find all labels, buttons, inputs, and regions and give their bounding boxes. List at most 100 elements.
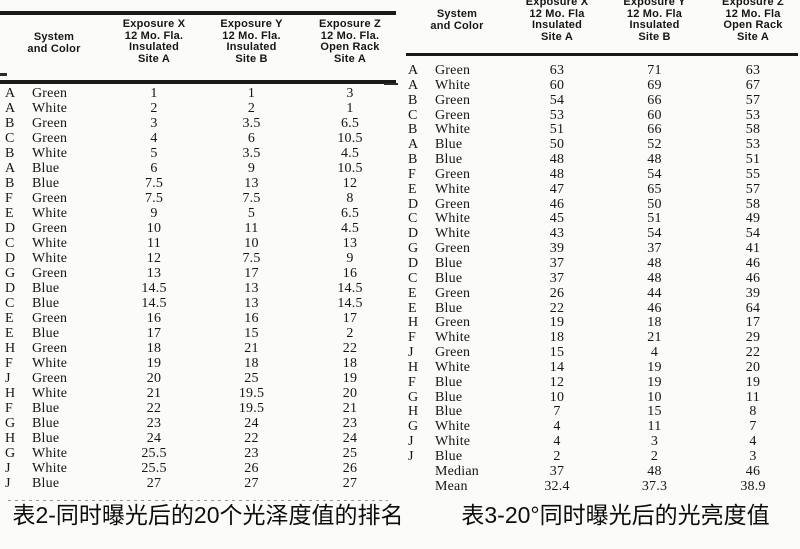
row-value-exposure-z: 27	[342, 476, 358, 491]
row-value-exposure-y: 5	[247, 206, 256, 221]
table-row: H White 14 19 20	[403, 360, 800, 375]
row-value-exposure-z: 41	[745, 241, 761, 257]
row-value-exposure-x: 54	[549, 92, 565, 108]
table3-header-rule	[406, 53, 798, 56]
row-value-exposure-y: 18	[647, 315, 662, 331]
row-system-color: D Blue	[403, 256, 511, 272]
row-value-exposure-z: 21	[342, 401, 358, 416]
row-system-letter: C	[408, 107, 418, 123]
row-color-name: Green	[435, 107, 471, 123]
row-system-letter: C	[408, 270, 418, 286]
row-system-color: C White	[403, 211, 511, 227]
table-row: G White 4 11 7	[403, 419, 800, 434]
row-color-name: Green	[32, 341, 68, 356]
row-value-exposure-z: 29	[745, 330, 761, 346]
row-value-exposure-x: 7.5	[144, 191, 164, 206]
row-value-exposure-x: 9	[150, 206, 158, 221]
table3-body: A Green 63 71 63 A White 60 69 67 B Gree…	[403, 63, 800, 494]
row-color-name: White	[435, 359, 471, 375]
row-value-exposure-x: 48	[549, 152, 565, 168]
row-system-letter: D	[408, 226, 419, 242]
row-system-color: F White	[0, 356, 108, 372]
row-system-color: F Green	[403, 167, 511, 183]
row-system-color: Median	[403, 464, 511, 480]
row-value-exposure-y: 3.5	[242, 116, 261, 131]
row-value-exposure-y: 54	[647, 166, 662, 182]
row-system-color: B Green	[403, 93, 511, 109]
row-color-name: Blue	[32, 431, 60, 446]
table-row: B White 5 3.5 4.5	[0, 146, 397, 161]
table-row: B Blue 48 48 51	[403, 152, 800, 167]
row-system-letter: E	[408, 285, 417, 301]
row-value-exposure-x: 19	[146, 356, 162, 371]
row-value-exposure-x: 19	[549, 315, 565, 331]
row-value-exposure-y: 71	[647, 63, 662, 78]
row-value-exposure-y: 54	[647, 226, 662, 242]
row-system-color: B Blue	[403, 152, 511, 168]
row-system-color: A White	[0, 101, 108, 117]
row-value-exposure-x: 37	[549, 463, 565, 479]
row-value-exposure-y: 21	[647, 330, 662, 346]
table-row: G Green 39 37 41	[403, 241, 800, 256]
row-value-exposure-y: 18	[244, 356, 259, 371]
row-value-exposure-x: 10	[549, 389, 565, 405]
row-system-color: D White	[0, 251, 108, 267]
row-system-color: B Blue	[0, 176, 108, 192]
row-system-letter: F	[408, 374, 416, 390]
row-color-name: Green	[435, 285, 471, 301]
table-row: E White 47 65 57	[403, 182, 800, 197]
row-value-exposure-y: 52	[647, 137, 662, 153]
row-value-exposure-z: 23	[342, 416, 358, 431]
row-value-exposure-z: 63	[745, 63, 761, 78]
row-system-letter: A	[5, 101, 16, 116]
row-system-letter: J	[5, 476, 11, 491]
row-system-letter: F	[5, 356, 13, 371]
row-value-exposure-x: 4	[553, 419, 561, 435]
row-value-exposure-y: 65	[647, 181, 662, 197]
row-value-exposure-z: 46	[745, 255, 761, 271]
row-system-color: J Blue	[403, 449, 511, 465]
table-row: J White 4 3 4	[403, 434, 800, 449]
row-value-exposure-y: 19.5	[238, 401, 265, 416]
table-row: F Green 48 54 55	[403, 167, 800, 182]
table-row: H White 21 19.5 20	[0, 386, 397, 401]
row-system-color: G Blue	[403, 390, 511, 406]
row-system-letter: F	[5, 401, 13, 416]
row-color-name: Green	[32, 266, 68, 281]
row-value-exposure-z: 57	[745, 92, 761, 108]
row-value-exposure-y: 24	[244, 416, 259, 431]
row-value-exposure-z: 10.5	[337, 161, 363, 176]
row-color-name: White	[32, 146, 68, 161]
row-value-exposure-z: 53	[745, 107, 761, 123]
row-color-name: White	[32, 356, 68, 371]
row-value-exposure-z: 54	[745, 226, 761, 242]
row-system-letter	[408, 464, 435, 480]
row-system-letter: H	[5, 341, 16, 356]
row-value-exposure-y: 7.5	[242, 191, 261, 206]
row-value-exposure-x: 45	[549, 211, 565, 227]
row-color-name: Green	[435, 315, 471, 331]
table-row: G Blue 23 24 23	[0, 416, 397, 431]
row-value-exposure-y: 2	[650, 448, 659, 464]
table-row: A White 2 2 1	[0, 101, 397, 116]
row-value-exposure-y: 19	[647, 359, 662, 375]
row-value-exposure-y: 16	[244, 311, 259, 326]
row-value-exposure-y: 66	[647, 122, 662, 138]
table2-header-rule	[0, 80, 396, 84]
row-value-exposure-x: 22	[549, 300, 565, 316]
row-color-name: Green	[32, 371, 68, 386]
table3-header-system-color: System and Color	[430, 8, 484, 32]
table-row: G White 25.5 23 25	[0, 446, 397, 461]
row-value-exposure-x: 1	[150, 86, 158, 101]
row-value-exposure-y: 27	[244, 476, 259, 491]
row-value-exposure-z: 17	[342, 311, 358, 326]
row-system-letter: H	[408, 359, 419, 375]
row-system-color: C Blue	[0, 296, 108, 312]
row-system-color: C Green	[0, 131, 108, 147]
row-value-exposure-y: 7.5	[242, 251, 261, 266]
row-system-letter: B	[5, 176, 15, 191]
row-system-letter: H	[408, 315, 419, 331]
row-color-name: White	[32, 236, 68, 251]
row-value-exposure-y: 48	[647, 270, 662, 286]
row-system-letter: J	[5, 461, 11, 476]
